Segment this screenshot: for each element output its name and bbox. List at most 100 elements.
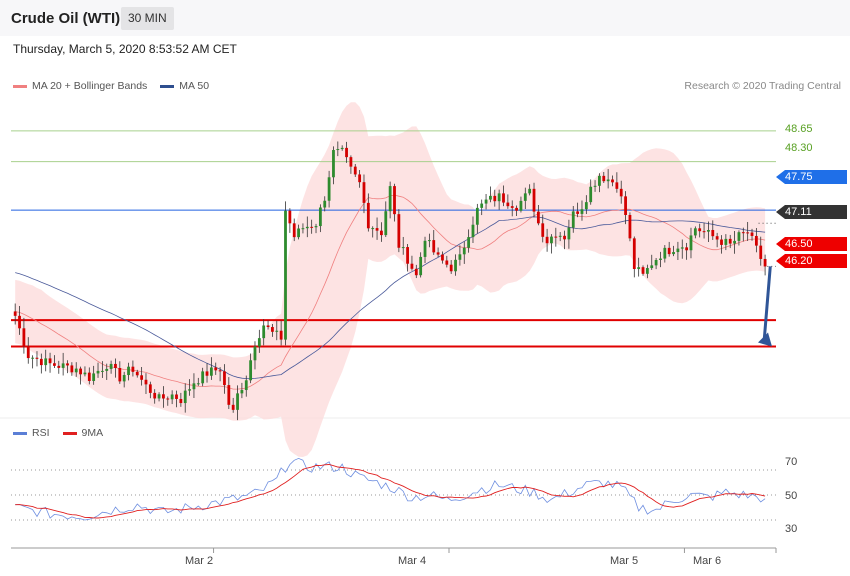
candle-body xyxy=(611,179,614,183)
rsi-line xyxy=(15,457,766,521)
candle-body xyxy=(48,358,52,364)
candle-body xyxy=(432,240,436,253)
candle-body xyxy=(632,238,636,270)
candle-body xyxy=(310,226,314,228)
candle-body xyxy=(362,182,366,203)
candle-body xyxy=(698,228,702,232)
candle-body xyxy=(266,325,270,328)
candle-body xyxy=(323,200,327,208)
candle-body xyxy=(711,229,715,237)
candle-body xyxy=(144,379,148,385)
candle-body xyxy=(672,252,675,255)
candle-body xyxy=(39,358,43,366)
candle-body xyxy=(663,247,667,259)
candle-body xyxy=(410,263,414,269)
candle-body xyxy=(301,228,305,230)
instrument-title: Crude Oil (WTI) xyxy=(11,10,121,27)
rsi-9ma-line xyxy=(15,464,766,519)
candle-body xyxy=(445,260,449,265)
candle-body xyxy=(536,211,540,224)
candle-body xyxy=(244,380,248,391)
candle-body xyxy=(61,363,65,368)
candle-body xyxy=(297,228,300,238)
candle-body xyxy=(109,363,113,369)
candle-body xyxy=(475,207,479,225)
date-tick-mar2: Mar 2 xyxy=(185,555,214,567)
candle-body xyxy=(292,223,296,238)
candle-body xyxy=(506,202,510,207)
candle-body xyxy=(589,186,593,203)
support2-price-tag: 46.20 xyxy=(776,254,847,268)
candle-body xyxy=(558,235,562,237)
candle-body xyxy=(231,404,235,410)
legend-label-ma50: MA 50 xyxy=(179,80,210,92)
candle-body xyxy=(35,357,39,359)
support1-price-tag: 46.50 xyxy=(776,237,847,251)
candle-body xyxy=(554,236,558,238)
rsi-swatch xyxy=(13,431,27,435)
candle-body xyxy=(628,214,632,239)
ma50-swatch xyxy=(160,84,175,88)
candle-body xyxy=(87,372,91,381)
timeframe-badge[interactable]: 30 MIN xyxy=(121,7,174,30)
candle-body xyxy=(702,231,706,233)
candle-body xyxy=(458,254,462,260)
candle-body xyxy=(271,327,274,332)
legend-label-ma20: MA 20 + Bollinger Bands xyxy=(32,80,148,92)
candle-body xyxy=(353,166,357,175)
legend-item-rsi: RSI xyxy=(13,427,50,439)
pivot-price-tag: 47.75 xyxy=(776,170,847,184)
candle-body xyxy=(162,394,165,399)
candle-body xyxy=(467,237,471,248)
candle-body xyxy=(170,394,174,400)
candle-body xyxy=(593,185,597,187)
candle-body xyxy=(148,384,152,393)
candle-body xyxy=(619,188,623,197)
candle-body xyxy=(140,375,144,380)
candle-body xyxy=(489,195,492,200)
level-label-r1: 48.30 xyxy=(785,142,813,154)
candle-body xyxy=(510,206,514,208)
candle-body xyxy=(192,383,196,390)
candle-body xyxy=(345,147,348,158)
candle-body xyxy=(454,259,457,272)
candle-body xyxy=(153,392,157,399)
candle-body xyxy=(741,232,745,234)
candle-body xyxy=(183,390,187,404)
candle-body xyxy=(615,182,619,189)
candle-body xyxy=(371,228,375,230)
candle-body xyxy=(528,188,532,194)
candle-body xyxy=(26,346,30,359)
candle-body xyxy=(720,239,723,245)
candle-body xyxy=(122,375,126,382)
ma9-swatch xyxy=(62,431,77,435)
candle-body xyxy=(393,186,396,215)
candle-body xyxy=(598,175,601,186)
candle-body xyxy=(157,394,161,399)
candle-body xyxy=(606,179,610,182)
chart-header: Crude Oil (WTI) 30 MIN xyxy=(0,0,850,36)
candle-body xyxy=(567,227,571,240)
candle-body xyxy=(659,258,662,260)
bollinger-band xyxy=(15,102,766,457)
candle-body xyxy=(689,235,693,251)
date-tick-mar6: Mar 6 xyxy=(693,555,722,567)
candle-body xyxy=(79,368,82,375)
candle-body xyxy=(209,367,213,376)
candle-body xyxy=(118,368,122,382)
candle-body xyxy=(563,235,566,240)
candle-body xyxy=(205,371,209,376)
candle-body xyxy=(733,240,736,244)
candle-body xyxy=(401,247,405,249)
candle-body xyxy=(384,211,388,236)
candle-body xyxy=(515,207,518,211)
candle-body xyxy=(419,256,423,276)
candle-body xyxy=(693,228,697,236)
candle-body xyxy=(650,265,654,269)
candle-body xyxy=(728,238,732,244)
candle-body xyxy=(218,370,222,372)
price-legend: MA 20 + Bollinger Bands MA 50 xyxy=(13,80,222,92)
candle-body xyxy=(654,259,658,266)
candle-body xyxy=(580,209,584,214)
